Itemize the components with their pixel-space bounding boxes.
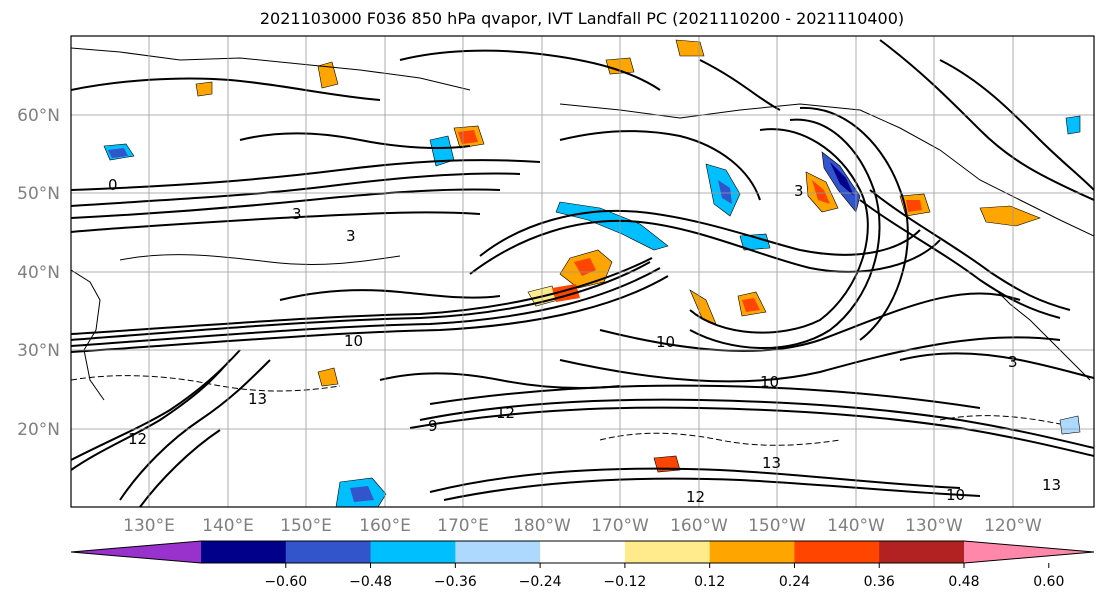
colorbar-segment: [624, 541, 711, 563]
lon-label: 170°E: [437, 516, 489, 536]
colorbar-segment: [709, 541, 795, 563]
colorbar-segment: [455, 541, 541, 563]
contour-label: 3: [292, 205, 302, 223]
lon-label: 170°W: [591, 516, 649, 536]
contour-label: 10: [946, 486, 965, 504]
map-panel: 3 3 10 10 3 9 12 13 10 13 12 3 12 10 13 …: [71, 36, 1094, 507]
colorbar-extend-max: [964, 541, 1094, 563]
contour-label: 3: [794, 182, 804, 200]
colorbar-segment: [540, 541, 626, 563]
colorbar-segment: [201, 541, 287, 563]
contour-label: 0: [108, 176, 118, 194]
colorbar: −0.60 −0.48 −0.36 −0.24 −0.12 0.12 0.24 0.36 0.4…: [70, 540, 1095, 590]
lat-label: 30°N: [17, 341, 60, 361]
lon-label: 130°E: [123, 516, 175, 536]
lon-label: 180°W: [513, 516, 571, 536]
contour-label: 12: [128, 430, 147, 448]
colorbar-tick-label: −0.12: [603, 574, 646, 590]
colorbar-tick-label: −0.48: [349, 574, 392, 590]
colorbar-tick-label: 0.36: [864, 574, 895, 590]
contour-label: 10: [344, 332, 363, 350]
graticule: [71, 36, 1094, 507]
lon-label: 140°E: [202, 516, 254, 536]
lon-label: 120°W: [984, 516, 1042, 536]
contour-label: 3: [1008, 353, 1018, 371]
lon-label: 160°W: [670, 516, 728, 536]
map-frame: [70, 35, 1095, 508]
contour-label: 3: [346, 227, 356, 245]
lon-label: 160°E: [359, 516, 411, 536]
latitude-labels: 60°N 50°N 40°N 30°N 20°N: [17, 106, 60, 440]
colorbar-tick-label: −0.60: [264, 574, 307, 590]
ivt-contours: [71, 39, 1094, 507]
colorbar-segment: [370, 541, 456, 563]
colorbar-segment: [794, 541, 880, 563]
contour-label: 10: [760, 373, 779, 391]
contour-label: 12: [686, 488, 705, 506]
contour-label: 9: [428, 417, 438, 435]
lat-label: 20°N: [17, 420, 60, 440]
colorbar-tick-label: −0.24: [519, 574, 562, 590]
colorbar-tick-label: 0.60: [1033, 574, 1064, 590]
map-title: 2021103000 F036 850 hPa qvapor, IVT Land…: [259, 9, 905, 28]
colorbar-segment: [285, 541, 372, 563]
lon-label: 130°W: [905, 516, 963, 536]
lat-label: 50°N: [17, 184, 60, 204]
lon-label: 140°W: [827, 516, 885, 536]
colorbar-tick-label: −0.36: [434, 574, 477, 590]
lon-label: 150°W: [748, 516, 806, 536]
contour-label: 12: [496, 404, 515, 422]
longitude-labels: 130°E 140°E 150°E 160°E 170°E 180°W 170°…: [123, 516, 1042, 536]
colorbar-extend-min: [71, 541, 201, 563]
colorbar-segment: [879, 541, 965, 563]
contour-label: 13: [762, 454, 781, 472]
colorbar-outline: [70, 540, 1095, 564]
colorbar-tick-label: 0.48: [948, 574, 979, 590]
lat-label: 60°N: [17, 106, 60, 126]
coastlines: [71, 47, 1094, 401]
qvapor-shading: [103, 39, 1081, 507]
colorbar-tick-label: 0.24: [779, 574, 810, 590]
contour-label: 10: [656, 333, 675, 351]
contour-label: 13: [1042, 476, 1061, 494]
thin-contours: [71, 254, 1061, 446]
colorbar-tick-label: 0.12: [694, 574, 725, 590]
lon-label: 150°E: [280, 516, 332, 536]
lat-label: 40°N: [17, 263, 60, 283]
contour-label: 13: [248, 390, 267, 408]
contour-labels: 3 3 10 10 3 9 12 13 10 13 12 3 12 10 13 …: [108, 176, 1061, 506]
